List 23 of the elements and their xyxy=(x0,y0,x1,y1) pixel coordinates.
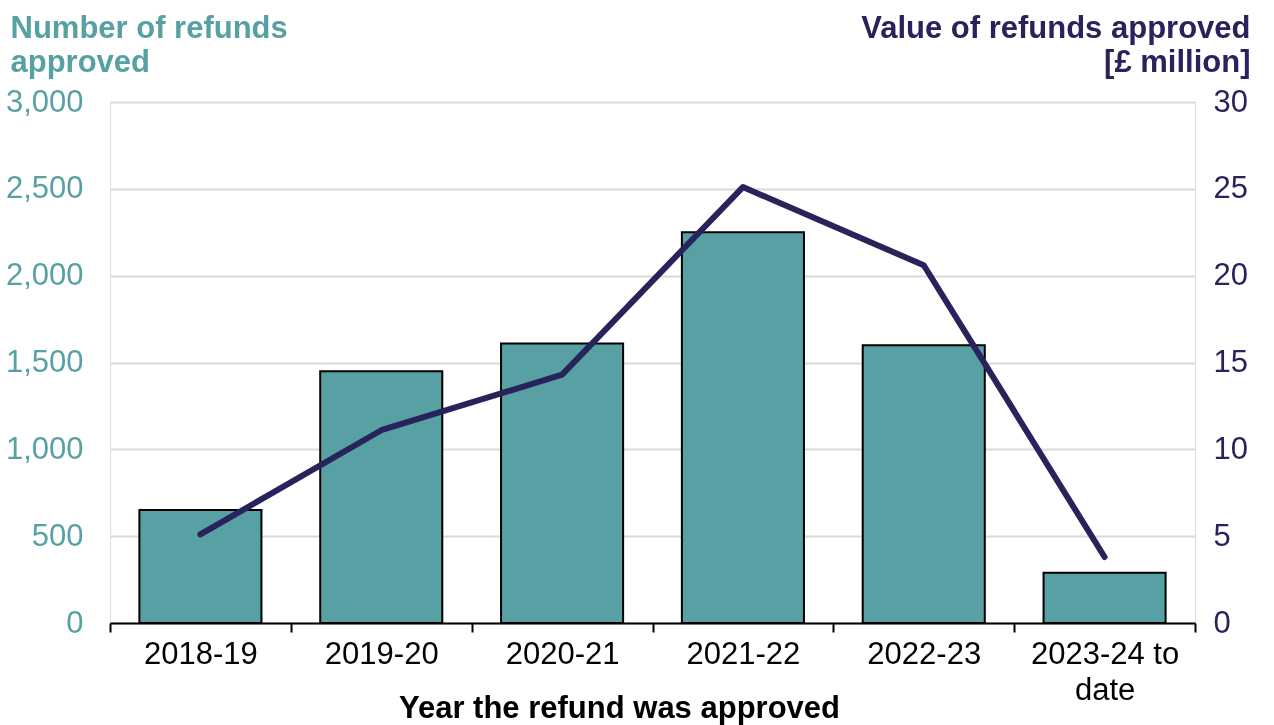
x-tick-label: 2021-22 xyxy=(686,635,801,671)
y2-tick-label: 10 xyxy=(1213,430,1248,466)
y2-tick-label: 0 xyxy=(1213,604,1231,640)
y2-axis-title: Value of refunds approved [£ million] xyxy=(861,9,1251,79)
y2-tick-label: 15 xyxy=(1213,344,1248,379)
y2-tick-label: 25 xyxy=(1213,170,1248,206)
y2-tick-label: 30 xyxy=(1213,83,1248,119)
y2-tick-label: 5 xyxy=(1213,517,1231,553)
y-tick-label: 0 xyxy=(66,604,84,640)
y-tick-label: 2,000 xyxy=(5,257,84,293)
x-tick-label: 2023-24 to date xyxy=(1030,635,1180,707)
y-tick-label: 2,500 xyxy=(5,170,84,206)
y-tick-label: 500 xyxy=(31,517,84,553)
y-axis-title: Number of refunds approved xyxy=(10,9,288,79)
y-tick-label: 1,500 xyxy=(5,344,84,379)
x-tick-label: 2018-19 xyxy=(144,635,258,671)
x-tick-label: 2020-21 xyxy=(505,635,620,671)
y-tick-label: 1,000 xyxy=(5,430,84,466)
y-tick-label: 3,000 xyxy=(5,83,84,119)
y2-tick-label: 20 xyxy=(1213,257,1248,293)
x-tick-label: 2022-23 xyxy=(867,635,982,671)
x-tick-label: 2019-20 xyxy=(324,635,439,671)
x-axis-title: Year the refund was approved xyxy=(398,689,841,725)
